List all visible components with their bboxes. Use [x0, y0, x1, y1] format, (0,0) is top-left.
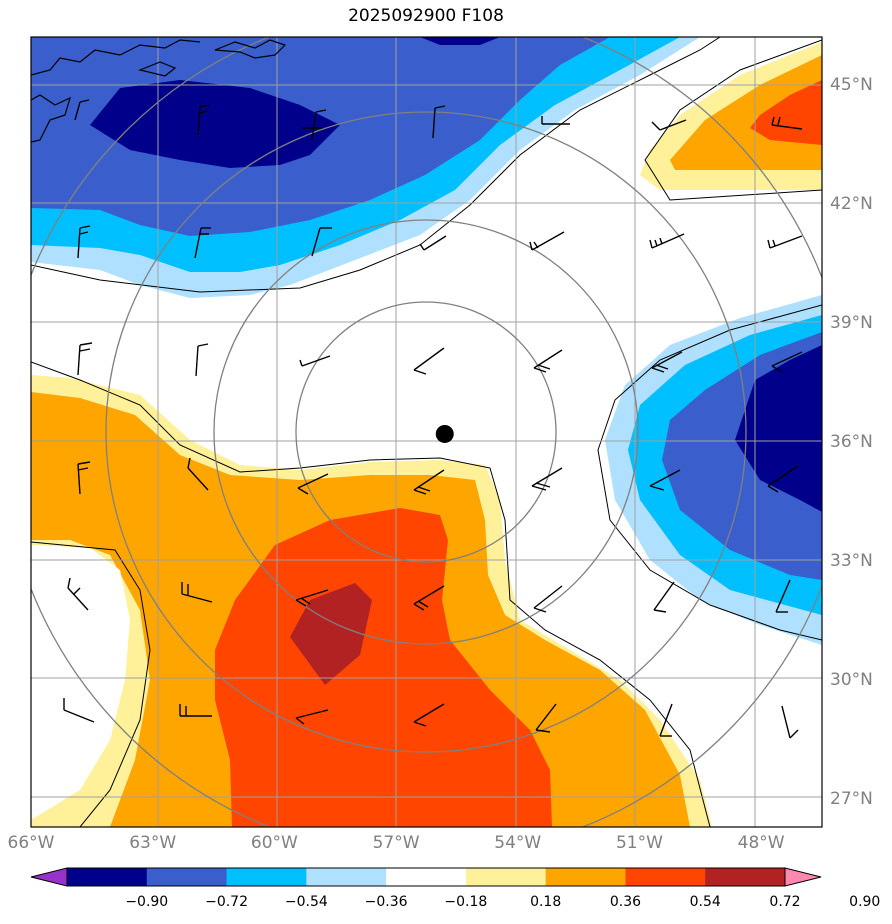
map-border — [30, 36, 823, 828]
range-rings — [31, 37, 822, 827]
colorbar-level-label: −0.72 — [205, 894, 248, 910]
wind-barb — [295, 709, 329, 725]
colorbar-swatch — [465, 868, 547, 886]
lon-tick-label: 57°W — [372, 833, 420, 853]
wind-barb — [67, 577, 89, 611]
colorbar-extend-high — [784, 867, 822, 887]
wind-barb — [531, 467, 563, 491]
storm-center-marker — [435, 424, 454, 443]
wind-barb — [649, 469, 681, 491]
wind-barb — [77, 461, 91, 495]
neg-anomaly-n-dark — [420, 37, 500, 45]
wind-barb — [771, 116, 803, 130]
range-ring-3 — [105, 111, 747, 753]
lon-tick-label: 51°W — [615, 833, 663, 853]
wind-barb — [653, 581, 675, 613]
colorbar-level-label: 0.18 — [530, 894, 562, 910]
colorbar-level-label: 0.72 — [769, 894, 801, 910]
colorbar-swatch — [705, 868, 786, 886]
wind-barb — [194, 227, 211, 259]
wind-barb — [195, 343, 209, 377]
wind-barb — [179, 704, 212, 717]
lat-tick-label: 36°N — [830, 431, 873, 452]
pos-anomaly-s-darkred — [290, 583, 372, 685]
coastline — [31, 39, 287, 143]
lat-tick-label: 27°N — [830, 789, 873, 810]
wind-barbs — [63, 99, 803, 739]
colorbar-swatch — [146, 868, 228, 886]
colorbar-swatch — [226, 868, 307, 886]
wind-barb — [77, 342, 93, 376]
wind-barb — [299, 355, 331, 367]
white-pocket-sw — [31, 545, 130, 820]
neg-anomaly-e-dark — [735, 345, 822, 512]
colorbar-level-label: −0.54 — [284, 894, 328, 910]
wind-barb — [181, 582, 213, 603]
wind-barb — [413, 585, 445, 611]
wind-barb — [529, 231, 565, 251]
lat-tick-label: 30°N — [830, 670, 873, 691]
colorbar — [30, 867, 822, 887]
wind-barb — [63, 698, 95, 723]
range-ring-2 — [213, 219, 639, 645]
wind-barb — [767, 235, 803, 249]
range-ring-1 — [295, 301, 557, 563]
gridlines — [31, 37, 822, 827]
wind-barb — [302, 109, 327, 141]
wind-barb — [775, 579, 791, 613]
pos-anomaly-s-red — [215, 508, 552, 827]
colorbar-level-label: 0.90 — [849, 894, 881, 910]
lat-tick-label: 33°N — [830, 551, 873, 572]
colorbar-swatch — [625, 868, 706, 886]
wind-barb — [197, 104, 211, 136]
wind-barb — [651, 119, 687, 131]
pos-anomaly-ne-red — [750, 80, 822, 145]
chart-title: 2025092900 F108 — [348, 6, 504, 26]
colorbar-swatch — [67, 868, 148, 886]
lat-tick-label: 45°N — [830, 74, 873, 95]
wind-barb — [77, 225, 91, 259]
wind-barb — [649, 233, 685, 249]
colorbar-swatch — [306, 868, 387, 886]
lon-tick-label: 63°W — [129, 833, 177, 853]
wind-barb — [767, 465, 799, 493]
colorbar-level-label: −0.90 — [125, 894, 169, 910]
wind-barb — [432, 105, 446, 139]
contour-fills — [31, 37, 822, 827]
colorbar-level-label: 0.54 — [689, 894, 721, 910]
colorbar-level-label: −0.36 — [364, 894, 408, 910]
zero-contours — [31, 37, 822, 827]
wind-barb — [535, 703, 557, 733]
wind-barb — [187, 457, 209, 491]
wind-barb — [419, 235, 447, 251]
lon-tick-label: 60°W — [250, 833, 298, 853]
wind-barb — [781, 705, 799, 739]
wind-barb — [541, 116, 570, 125]
wind-barb — [771, 351, 803, 373]
wind-barb — [413, 469, 445, 495]
wind-barb — [311, 227, 332, 257]
colorbar-level-label: −0.18 — [444, 894, 488, 910]
lon-tick-label: 66°W — [7, 833, 55, 853]
lon-tick-label: 54°W — [494, 833, 542, 853]
wind-barb — [533, 585, 563, 613]
wind-barb — [659, 703, 673, 737]
colorbar-swatch — [386, 868, 467, 886]
lat-tick-label: 42°N — [830, 193, 873, 214]
wind-barb — [533, 349, 563, 373]
lon-tick-label: 48°W — [737, 833, 785, 853]
wind-barb — [295, 589, 329, 607]
wind-barb — [413, 703, 445, 727]
wind-barb — [74, 99, 90, 121]
wind-barb — [651, 351, 683, 373]
lat-tick-label: 39°N — [830, 312, 873, 333]
colorbar-level-label: 0.36 — [609, 894, 642, 910]
colorbar-swatch — [545, 868, 626, 886]
wind-barb — [297, 473, 329, 495]
wind-barb — [413, 347, 445, 375]
colorbar-extend-low — [30, 867, 68, 887]
colorbar-frame — [66, 867, 786, 887]
